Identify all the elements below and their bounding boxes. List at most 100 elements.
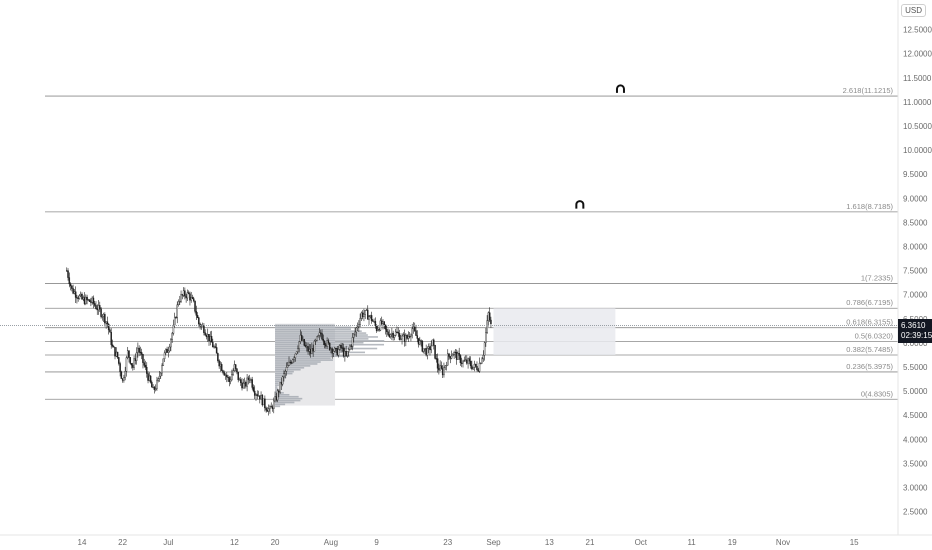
- candle-body: [226, 374, 228, 378]
- price-tick-label: 8.0000: [903, 243, 928, 252]
- candle-body: [138, 347, 140, 353]
- price-axis[interactable]: 2.5000 3.0000 3.5000 4.0000 4.5000 5.0000 5.50…: [903, 26, 932, 517]
- currency-badge[interactable]: USD: [901, 4, 926, 17]
- candle-body: [335, 347, 337, 350]
- candle-body: [350, 345, 352, 347]
- candle-body: [382, 321, 384, 325]
- fib-level-label: 1.618(8.7185): [846, 202, 893, 211]
- candle-body: [261, 394, 264, 406]
- candle-body: [106, 321, 109, 325]
- candle-body: [295, 351, 298, 355]
- candle-body: [462, 360, 464, 364]
- time-tick-label: 19: [728, 538, 737, 547]
- candle-body: [71, 285, 73, 289]
- candle-body: [248, 379, 251, 381]
- candle-body: [208, 333, 210, 342]
- candle-body: [308, 348, 311, 352]
- candle-body: [271, 406, 274, 409]
- candle-body: [220, 364, 223, 371]
- candle-body: [410, 334, 412, 337]
- candle-body: [193, 298, 195, 302]
- candle-body: [189, 293, 191, 301]
- candle-body: [285, 367, 288, 372]
- candle-body: [375, 325, 378, 331]
- fib-level-label: 0.5(6.0320): [855, 331, 894, 340]
- candle-body: [177, 301, 180, 306]
- time-tick-label: Nov: [776, 538, 790, 547]
- volume-profile-bar: [275, 340, 385, 342]
- candle-body: [467, 358, 469, 364]
- candle-body: [425, 348, 427, 356]
- candle-body: [363, 314, 365, 318]
- volume-profile-bar: [275, 328, 351, 331]
- candle-body: [187, 292, 190, 294]
- price-tick-label: 8.5000: [903, 218, 928, 227]
- candle-body: [311, 348, 313, 354]
- candle-body: [262, 398, 265, 406]
- candle-body: [320, 332, 322, 334]
- candle-body: [373, 321, 375, 323]
- volume-profile-bar: [275, 361, 321, 363]
- projection-box[interactable]: [493, 308, 616, 355]
- bar-countdown: 02:39:15: [901, 331, 932, 341]
- candle-body: [476, 366, 478, 370]
- projection-rect[interactable]: [493, 308, 616, 355]
- volume-profile-bar: [275, 382, 279, 385]
- candle-body: [96, 308, 98, 311]
- candle-body: [112, 346, 115, 348]
- candle-body: [191, 297, 194, 299]
- candle-body: [93, 303, 96, 306]
- candle-body: [214, 346, 217, 348]
- candle-body: [355, 327, 358, 333]
- last-price-value: 6.3610: [901, 321, 926, 331]
- candle-body: [215, 347, 218, 354]
- candle-body: [454, 351, 457, 354]
- candle-body: [483, 342, 486, 356]
- candle-body: [158, 375, 161, 379]
- candle-body: [276, 390, 279, 401]
- candle-body: [471, 365, 473, 370]
- volume-profile-bar: [275, 397, 303, 400]
- time-tick-label: Sep: [486, 538, 501, 547]
- candle-body: [443, 367, 445, 376]
- volume-profile-bar: [275, 405, 281, 408]
- candle-body: [318, 332, 321, 336]
- time-axis[interactable]: 14 22 Jul 12 20 Aug 9 23 Sep 13 21 Oct 11 19 Nov 15: [78, 538, 860, 547]
- candle-body: [391, 332, 393, 335]
- plot-background: [0, 0, 898, 535]
- volume-profile-bar: [275, 365, 311, 367]
- fib-level-label: 1(7.2335): [861, 273, 894, 282]
- candle-body: [466, 359, 468, 364]
- candle-body: [210, 335, 213, 343]
- candle-body: [264, 398, 266, 409]
- candle-body: [463, 360, 466, 362]
- candle-body: [269, 406, 271, 409]
- candle-body: [422, 348, 425, 352]
- candle-body: [204, 332, 206, 336]
- candle-body: [139, 351, 142, 354]
- price-tick-label: 10.5000: [903, 122, 932, 131]
- candle-body: [182, 290, 185, 296]
- candle-body: [140, 352, 143, 355]
- volume-profile: [275, 323, 385, 408]
- candle-body: [111, 344, 114, 347]
- candle-body: [435, 358, 438, 360]
- fibonacci-extension[interactable]: 0(4.8305) 0.236(5.3975) 0.382(5.7485) 0.5(6…: [45, 86, 898, 400]
- price-tick-label: 6.5000: [903, 315, 928, 324]
- price-tick-label: 11.5000: [903, 74, 932, 83]
- candle-body: [359, 318, 361, 325]
- candle-body: [206, 333, 209, 338]
- candle-body: [351, 337, 354, 347]
- candle-body: [232, 370, 234, 375]
- volume-profile-bar: [275, 341, 364, 344]
- candle-body: [313, 340, 316, 352]
- candle-body: [246, 377, 248, 387]
- candle-body: [377, 329, 379, 331]
- candle-body: [274, 396, 276, 402]
- candle-body: [267, 408, 270, 412]
- candle-body: [408, 336, 411, 338]
- price-tick-label: 5.5000: [903, 363, 928, 372]
- candle-body: [273, 400, 275, 409]
- candle-body: [213, 346, 215, 348]
